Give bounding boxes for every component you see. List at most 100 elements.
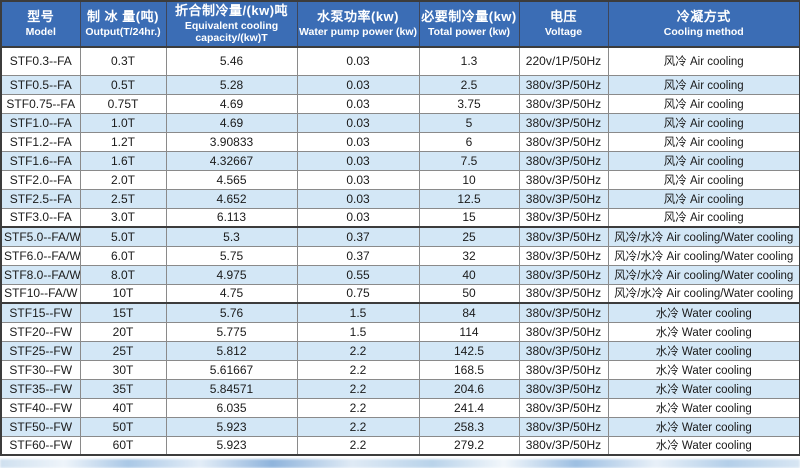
cell-cooling-method: 风冷 Air cooling bbox=[607, 207, 800, 229]
cell-voltage: 380v/3P/50Hz bbox=[518, 112, 609, 133]
cell-water-pump-power: 0.03 bbox=[296, 188, 420, 209]
cell-cooling-method: 风冷/水冷 Air cooling/Water cooling bbox=[607, 226, 800, 247]
cell-equivalent-cooling: 5.76 bbox=[165, 302, 298, 323]
table-row: STF8.0--FA/W 8.0T 4.975 0.55 40 380v/3P/50Hz 风… bbox=[0, 264, 800, 285]
cell-equivalent-cooling: 5.923 bbox=[165, 435, 298, 456]
cell-output: 25T bbox=[79, 340, 167, 361]
table-row: STF0.5--FA 0.5T 5.28 0.03 2.5 380v/3P/50Hz 风冷 … bbox=[0, 74, 800, 95]
cell-equivalent-cooling: 6.113 bbox=[165, 207, 298, 229]
table-row: STF5.0--FA/W 5.0T 5.3 0.37 25 380v/3P/50Hz 风冷/… bbox=[0, 226, 800, 247]
cell-total-power: 142.5 bbox=[418, 340, 520, 361]
cell-output: 40T bbox=[79, 397, 167, 418]
cell-model: STF0.5--FA bbox=[0, 74, 81, 95]
cell-water-pump-power: 1.5 bbox=[296, 321, 420, 342]
cell-total-power: 50 bbox=[418, 283, 520, 305]
cell-total-power: 15 bbox=[418, 207, 520, 229]
cell-water-pump-power: 0.75 bbox=[296, 283, 420, 305]
header-en-model: Model bbox=[25, 25, 56, 38]
cell-equivalent-cooling: 6.035 bbox=[165, 397, 298, 418]
cell-water-pump-power: 0.03 bbox=[296, 169, 420, 190]
cell-voltage: 380v/3P/50Hz bbox=[518, 226, 609, 247]
cell-model: STF3.0--FA bbox=[0, 207, 81, 229]
cell-water-pump-power: 0.37 bbox=[296, 245, 420, 266]
column-header-water-pump-power: 水泵功率(kw) Water pump power (kw) bbox=[296, 0, 420, 49]
cell-output: 50T bbox=[79, 416, 167, 437]
column-header-model: 型号 Model bbox=[0, 0, 81, 49]
cell-voltage: 380v/3P/50Hz bbox=[518, 359, 609, 380]
cell-equivalent-cooling: 3.90833 bbox=[165, 131, 298, 152]
cell-water-pump-power: 0.03 bbox=[296, 112, 420, 133]
cell-output: 2.0T bbox=[79, 169, 167, 190]
cell-voltage: 380v/3P/50Hz bbox=[518, 169, 609, 190]
cell-model: STF2.0--FA bbox=[0, 169, 81, 190]
cell-water-pump-power: 0.03 bbox=[296, 74, 420, 95]
cell-output: 0.75T bbox=[79, 93, 167, 114]
cell-voltage: 380v/3P/50Hz bbox=[518, 93, 609, 114]
table-row: STF35--FW 35T 5.84571 2.2 204.6 380v/3P/50Hz 水… bbox=[0, 378, 800, 399]
cell-equivalent-cooling: 5.28 bbox=[165, 74, 298, 95]
cell-total-power: 1.3 bbox=[418, 46, 520, 76]
cell-equivalent-cooling: 5.46 bbox=[165, 46, 298, 76]
table-row: STF40--FW 40T 6.035 2.2 241.4 380v/3P/50Hz 水冷 … bbox=[0, 397, 800, 418]
cell-equivalent-cooling: 4.69 bbox=[165, 93, 298, 114]
cell-output: 30T bbox=[79, 359, 167, 380]
cell-cooling-method: 水冷 Water cooling bbox=[607, 321, 800, 342]
cell-cooling-method: 风冷 Air cooling bbox=[607, 131, 800, 152]
cell-cooling-method: 水冷 Water cooling bbox=[607, 416, 800, 437]
cell-total-power: 258.3 bbox=[418, 416, 520, 437]
header-row: 型号 Model 制 冰 量(吨) Output(T/24hr.) 折合制冷量/… bbox=[0, 0, 800, 49]
cell-cooling-method: 风冷/水冷 Air cooling/Water cooling bbox=[607, 264, 800, 285]
cell-voltage: 380v/3P/50Hz bbox=[518, 283, 609, 305]
cell-cooling-method: 水冷 Water cooling bbox=[607, 302, 800, 323]
table-row: STF2.5--FA 2.5T 4.652 0.03 12.5 380v/3P/50Hz 风… bbox=[0, 188, 800, 209]
cell-voltage: 380v/3P/50Hz bbox=[518, 302, 609, 323]
cell-total-power: 84 bbox=[418, 302, 520, 323]
table-row: STF50--FW 50T 5.923 2.2 258.3 380v/3P/50Hz 水冷 … bbox=[0, 416, 800, 437]
cell-cooling-method: 风冷 Air cooling bbox=[607, 93, 800, 114]
cell-model: STF10--FA/W bbox=[0, 283, 81, 305]
column-header-voltage: 电压 Voltage bbox=[518, 0, 609, 49]
cell-model: STF35--FW bbox=[0, 378, 81, 399]
cell-voltage: 380v/3P/50Hz bbox=[518, 264, 609, 285]
table-row: STF10--FA/W 10T 4.75 0.75 50 380v/3P/50Hz 风冷/水… bbox=[0, 283, 800, 305]
table-row: STF60--FW 60T 5.923 2.2 279.2 380v/3P/50Hz 水冷 … bbox=[0, 435, 800, 456]
cell-total-power: 7.5 bbox=[418, 150, 520, 171]
cell-cooling-method: 风冷 Air cooling bbox=[607, 150, 800, 171]
cell-output: 1.6T bbox=[79, 150, 167, 171]
cell-total-power: 241.4 bbox=[418, 397, 520, 418]
cell-cooling-method: 水冷 Water cooling bbox=[607, 340, 800, 361]
cell-model: STF15--FW bbox=[0, 302, 81, 323]
cell-cooling-method: 风冷 Air cooling bbox=[607, 169, 800, 190]
header-zh-voltage: 电压 bbox=[549, 9, 577, 25]
cell-total-power: 32 bbox=[418, 245, 520, 266]
header-en-equivalent-cooling: Equivalent cooling capacity/(kw)T bbox=[184, 19, 279, 44]
cell-output: 5.0T bbox=[79, 226, 167, 247]
cell-output: 2.5T bbox=[79, 188, 167, 209]
cell-equivalent-cooling: 5.812 bbox=[165, 340, 298, 361]
cell-voltage: 380v/3P/50Hz bbox=[518, 435, 609, 456]
header-zh-equivalent-cooling: 折合制冷量/(kw)吨 bbox=[174, 3, 289, 18]
cell-voltage: 380v/3P/50Hz bbox=[518, 150, 609, 171]
cell-water-pump-power: 2.2 bbox=[296, 397, 420, 418]
cell-model: STF30--FW bbox=[0, 359, 81, 380]
cell-model: STF0.75--FA bbox=[0, 93, 81, 114]
header-zh-model: 型号 bbox=[27, 9, 55, 25]
cell-total-power: 114 bbox=[418, 321, 520, 342]
header-en-voltage: Voltage bbox=[544, 25, 583, 38]
cell-cooling-method: 风冷 Air cooling bbox=[607, 46, 800, 76]
column-header-output: 制 冰 量(吨) Output(T/24hr.) bbox=[79, 0, 167, 49]
cell-total-power: 6 bbox=[418, 131, 520, 152]
table-body: STF0.3--FA 0.3T 5.46 0.03 1.3 220v/1P/50Hz 风冷 … bbox=[0, 46, 800, 456]
cell-total-power: 2.5 bbox=[418, 74, 520, 95]
cell-voltage: 380v/3P/50Hz bbox=[518, 416, 609, 437]
cell-model: STF40--FW bbox=[0, 397, 81, 418]
cell-total-power: 279.2 bbox=[418, 435, 520, 456]
cell-total-power: 5 bbox=[418, 112, 520, 133]
header-zh-water-pump-power: 水泵功率(kw) bbox=[316, 9, 399, 25]
cell-equivalent-cooling: 5.84571 bbox=[165, 378, 298, 399]
cell-output: 1.0T bbox=[79, 112, 167, 133]
cell-equivalent-cooling: 4.652 bbox=[165, 188, 298, 209]
table-row: STF1.2--FA 1.2T 3.90833 0.03 6 380v/3P/50Hz 风冷… bbox=[0, 131, 800, 152]
table-row: STF25--FW 25T 5.812 2.2 142.5 380v/3P/50Hz 水冷 … bbox=[0, 340, 800, 361]
